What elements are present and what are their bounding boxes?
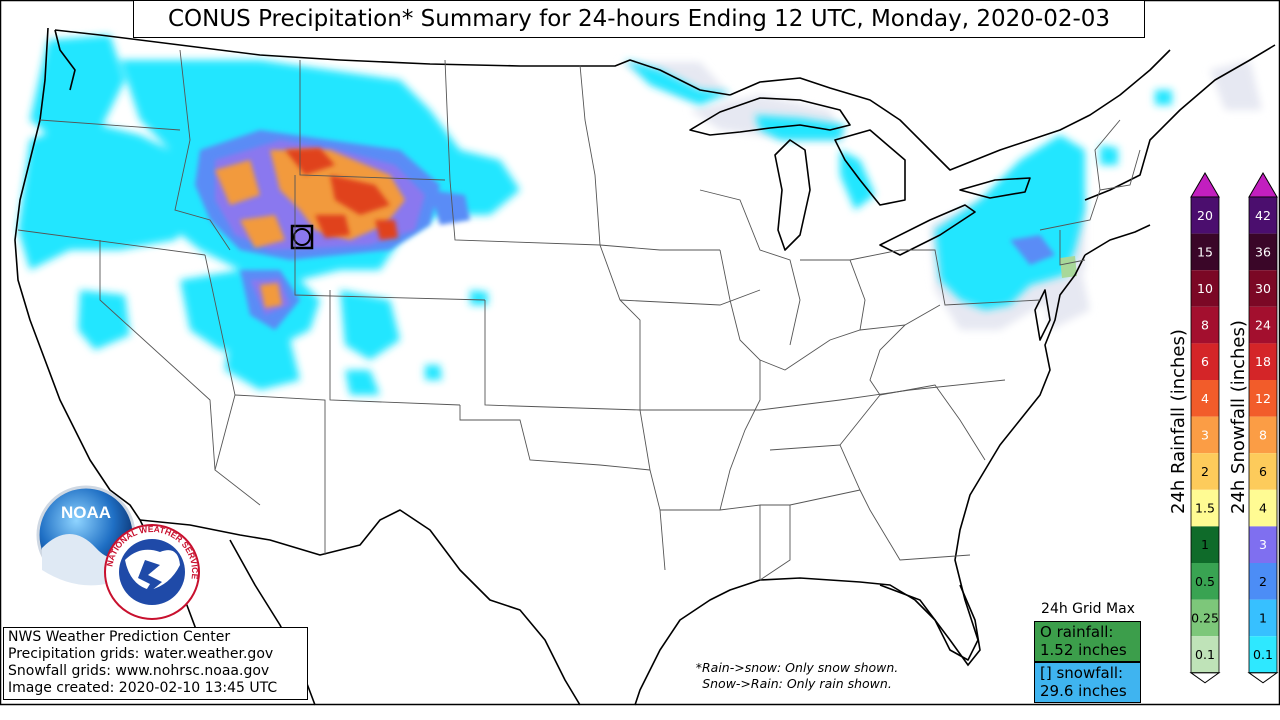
snowfall-scale-tick-label: 2	[1259, 574, 1267, 589]
rainfall-scale-tick-label: 8	[1201, 318, 1209, 333]
rainfall-scale-tick-label: 0.5	[1195, 574, 1215, 589]
rainfall-scale-swatch	[1191, 563, 1219, 600]
snowfall-scale-tick-label: 18	[1255, 354, 1271, 369]
rainfall-scale-tick-label: 4	[1201, 391, 1209, 406]
rainfall-scale-swatch	[1191, 416, 1219, 454]
rainfall-scale-tick-label: 10	[1197, 281, 1213, 296]
credit-line: Precipitation grids: water.weather.gov	[8, 646, 274, 662]
snowfall-scale-swatch	[1249, 489, 1277, 527]
snowfall-scale-tick-label: 3	[1259, 537, 1267, 552]
snowfall-max-value: 29.6 inches	[1040, 682, 1127, 700]
rainfall-scale-tick-label: 6	[1201, 354, 1209, 369]
snowfall-scale-tick-label: 42	[1255, 208, 1271, 223]
snowfall-scale-tick-label: 4	[1259, 501, 1267, 516]
rainfall-scale-swatch	[1191, 636, 1219, 673]
snowfall-scale-tick-label: 6	[1259, 464, 1267, 479]
snowfall-scale-tick-label: 1	[1259, 610, 1267, 625]
snowfall-scale-swatch	[1249, 306, 1277, 344]
noaa-logo-text: NOAA	[61, 503, 111, 522]
florida-outline	[879, 584, 981, 667]
snowfall-scale-tick-label: 24	[1255, 318, 1271, 333]
credit-line: NWS Weather Prediction Center	[8, 629, 231, 645]
snowfall-scale-swatch	[1249, 636, 1277, 673]
rainfall-max-value: 1.52 inches	[1040, 641, 1127, 659]
rainfall-max-box: O rainfall: 1.52 inches	[1034, 621, 1141, 662]
snowfall-scale-swatch	[1249, 453, 1277, 490]
rainfall-scale-swatch	[1191, 306, 1219, 344]
rainfall-scale-swatch	[1191, 197, 1219, 234]
nws-logo: NATIONAL WEATHER SERVICE	[104, 524, 200, 620]
snowfall-scale-swatch	[1249, 233, 1277, 271]
snowfall-color-scale: 42 36 30 24 18 12 8 6 4 3 2 1 0.1	[1247, 172, 1279, 684]
rainfall-scale-bottom-arrow	[1189, 672, 1221, 684]
rainfall-scale-swatch	[1191, 270, 1219, 307]
snowfall-max-box: [] snowfall: 29.6 inches	[1034, 662, 1141, 703]
snowfall-scale-bottom-arrow	[1247, 672, 1279, 684]
snowfall-scale-tick-label: 36	[1255, 244, 1271, 259]
rainfall-scale-label: 24h Rainfall (inches)	[1168, 329, 1189, 514]
snowfall-scale-swatch	[1249, 197, 1277, 234]
snowfall-scale-swatch	[1249, 563, 1277, 600]
rainfall-scale-swatch	[1191, 526, 1219, 563]
rainfall-scale-swatch	[1191, 380, 1219, 417]
note-line: *Rain->snow: Only snow shown.	[695, 660, 899, 675]
credit-line: Image created: 2020-02-10 13:45 UTC	[8, 680, 278, 696]
snowfall-scale-swatch	[1249, 526, 1277, 563]
snowfall-scale-swatch	[1249, 343, 1277, 380]
transition-note: *Rain->snow: Only snow shown. Snow->Rain…	[652, 660, 942, 692]
rainfall-scale-swatch	[1191, 599, 1219, 637]
rainfall-scale-tick-label: 1.5	[1195, 501, 1215, 516]
snowfall-scale-tick-label: 12	[1255, 391, 1271, 406]
grid-max-title: 24h Grid Max	[1041, 601, 1135, 617]
rainfall-max-marker	[293, 228, 311, 246]
rainfall-scale-frame	[1190, 196, 1220, 674]
state-lines	[17, 49, 1141, 581]
rainfall-scale-swatch	[1191, 453, 1219, 490]
snowfall-scale-frame	[1248, 196, 1278, 674]
map-title: CONUS Precipitation* Summary for 24-hour…	[133, 0, 1145, 38]
snowfall-scale-top-arrow	[1248, 172, 1278, 198]
rainfall-scale-tick-label: 0.1	[1195, 647, 1215, 662]
rainfall-scale-tick-label: 3	[1201, 427, 1209, 442]
rainfall-scale-tick-label: 2	[1201, 464, 1209, 479]
snowfall-scale-label: 24h Snowfall (inches)	[1228, 320, 1249, 514]
rainfall-scale-tick-label: 15	[1197, 244, 1213, 259]
snowfall-scale-tick-label: 8	[1259, 427, 1267, 442]
snowfall-scale-swatch	[1249, 270, 1277, 307]
rainfall-scale-swatch	[1191, 489, 1219, 527]
snowfall-scale-swatch	[1249, 599, 1277, 637]
note-line: Snow->Rain: Only rain shown.	[702, 676, 892, 691]
rainfall-scale-swatch	[1191, 343, 1219, 380]
rainfall-color-scale: 20 15 10 8 6 4 3 2 1.5 1 0.5 0.25 0.1	[1189, 172, 1221, 684]
rainfall-scale-top-arrow	[1190, 172, 1220, 198]
snowfall-scale-tick-label: 0.1	[1253, 647, 1273, 662]
rainfall-max-label: O rainfall:	[1040, 623, 1114, 641]
rainfall-scale-tick-label: 20	[1197, 208, 1213, 223]
snowfall-scale-swatch	[1249, 380, 1277, 417]
credits-box: NWS Weather Prediction Center Precipitat…	[3, 627, 308, 700]
rainfall-scale-swatch	[1191, 233, 1219, 271]
snowfall-scale-tick-label: 30	[1255, 281, 1271, 296]
rainfall-scale-tick-label: 1	[1201, 537, 1209, 552]
snowfall-max-label: [] snowfall:	[1040, 664, 1124, 682]
rainfall-scale-tick-label: 0.25	[1191, 610, 1219, 625]
snowfall-scale-swatch	[1249, 416, 1277, 454]
snowfall-max-marker	[290, 224, 314, 250]
precip-shading	[18, 35, 1262, 395]
credit-line: Snowfall grids: www.nohrsc.noaa.gov	[8, 663, 270, 679]
